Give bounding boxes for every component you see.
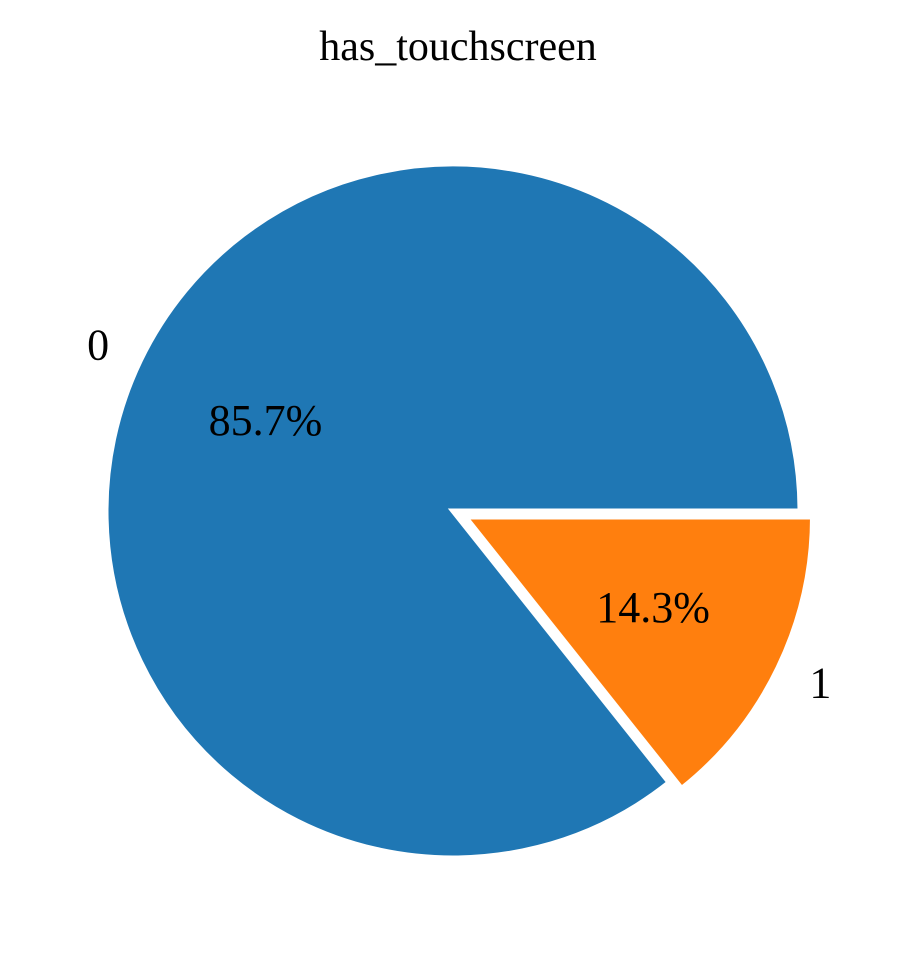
slice-percent-1: 14.3% — [596, 583, 710, 632]
slice-label-1: 1 — [809, 658, 831, 707]
chart-title: has_touchscreen — [319, 24, 597, 70]
pie-slice-1 — [460, 514, 816, 793]
pie-slices — [103, 161, 816, 861]
pie-slice-0 — [103, 161, 803, 861]
slice-label-0: 0 — [87, 321, 109, 370]
pie-labels: 0 85.7% 1 14.3% — [87, 321, 831, 708]
slice-percent-0: 85.7% — [209, 396, 323, 445]
